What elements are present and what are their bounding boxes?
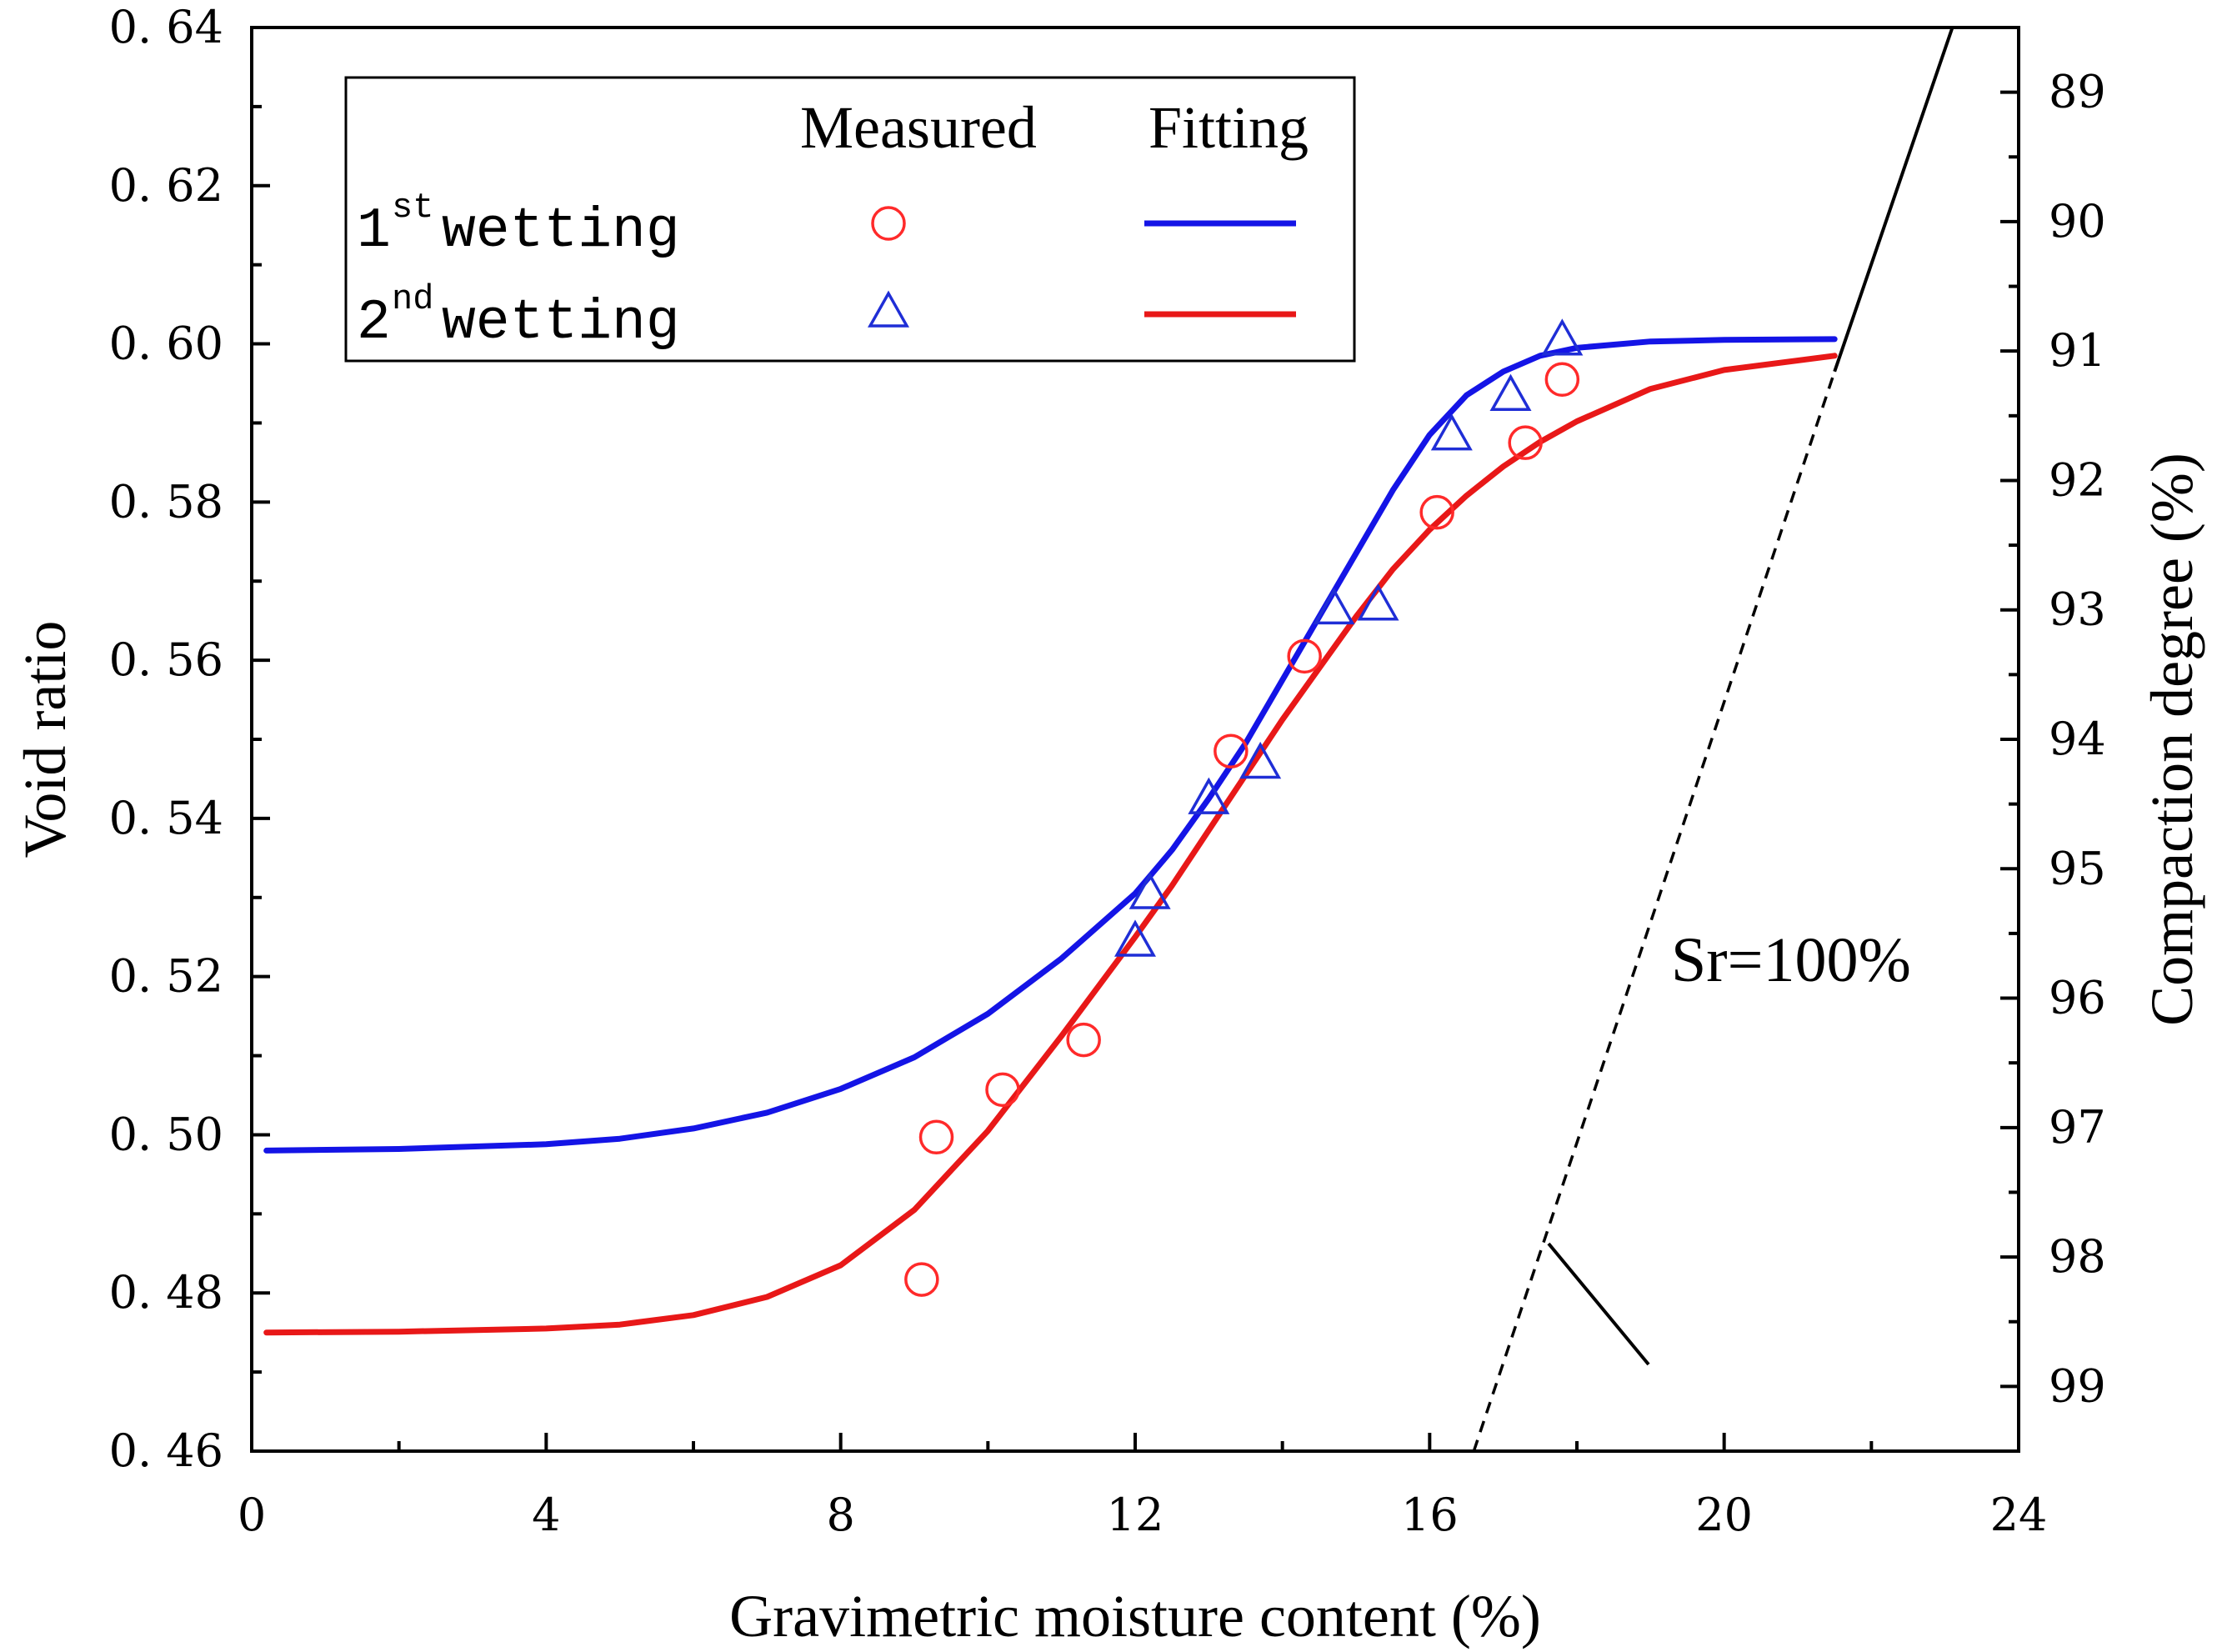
- measured-point-2nd-wetting: [1188, 777, 1230, 814]
- fit-curve-2nd-wetting: [263, 353, 1838, 1336]
- y-tick-label: 0. 56: [109, 633, 223, 686]
- y-tick-label: 0. 60: [109, 318, 223, 370]
- y-tick-label: 0. 58: [109, 475, 223, 528]
- y2-tick-label: 95: [2049, 842, 2106, 894]
- measured-point-2nd-wetting: [1357, 583, 1399, 621]
- y-tick-label: 0. 50: [109, 1108, 223, 1160]
- y2-tick-label: 92: [2049, 453, 2106, 506]
- measured-point-1st-wetting: [1214, 733, 1249, 768]
- fit-curve-1st-wetting: [263, 336, 1838, 1154]
- x-axis-title: Gravimetric moisture content (%): [729, 1583, 1541, 1649]
- y2-tick-label: 96: [2049, 972, 2106, 1024]
- measured-point-1st-wetting: [1419, 494, 1454, 530]
- x-tick-label: 4: [532, 1489, 560, 1541]
- saturation-line-dashed: [1472, 371, 1836, 1452]
- legend-row2-number: 2: [357, 291, 391, 355]
- y2-tick-label: 90: [2049, 195, 2106, 248]
- legend-header-measured: Measured: [800, 94, 1037, 161]
- measured-point-1st-wetting: [1287, 638, 1322, 674]
- y-axis-title: Void ratio: [12, 621, 78, 859]
- measured-point-1st-wetting: [1544, 362, 1580, 398]
- y-tick-label: 0. 48: [109, 1266, 223, 1319]
- saturation-line-solid: [1833, 27, 1954, 373]
- x-tick-label: 8: [826, 1489, 854, 1541]
- legend-header-fitting: Fitting: [1149, 94, 1309, 161]
- measured-point-1st-wetting: [904, 1262, 939, 1297]
- y-tick-label: 0. 54: [109, 792, 223, 844]
- measured-point-1st-wetting: [1508, 425, 1543, 460]
- x-tick-label: 0: [238, 1489, 266, 1541]
- annotation-pointer-line: [1547, 1242, 1650, 1366]
- axis-ticks: [250, 26, 2020, 1453]
- legend: Measured Fitting 1 st wetting 2 nd wetti…: [344, 76, 1356, 363]
- x-tick-label: 12: [1107, 1489, 1164, 1541]
- measured-point-1st-wetting: [918, 1119, 954, 1155]
- legend-circle-marker: [871, 206, 906, 241]
- measured-point-2nd-wetting: [1489, 373, 1532, 411]
- measured-point-2nd-wetting: [1430, 413, 1473, 451]
- y2-tick-label: 89: [2049, 66, 2106, 118]
- y2-tick-label: 94: [2049, 713, 2106, 765]
- legend-row1-number: 1: [357, 199, 391, 263]
- x-tick-label: 16: [1401, 1489, 1459, 1541]
- measured-point-2nd-wetting: [1129, 872, 1171, 909]
- legend-triangle-marker: [868, 290, 909, 328]
- saturation-line: [1472, 27, 1954, 1452]
- saturation-label: Sr=100%: [1671, 925, 1911, 995]
- legend-row1-label: wetting: [442, 199, 680, 263]
- fitting-curves: [263, 336, 1838, 1336]
- measured-point-2nd-wetting: [1313, 587, 1355, 625]
- measured-point-2nd-wetting: [1114, 919, 1156, 957]
- y-tick-label: 0. 52: [109, 950, 223, 1003]
- x-tick-label: 20: [1695, 1489, 1753, 1541]
- y2-tick-label: 93: [2049, 583, 2106, 636]
- y-tick-label: 0. 64: [109, 1, 223, 53]
- tick-labels: 0 4 8 12 16 20 240. 460. 480. 500. 520. 540. 5…: [109, 1, 2106, 1541]
- x-tick-label: 24: [1990, 1489, 2048, 1541]
- y2-tick-label: 99: [2049, 1359, 2106, 1412]
- y2-tick-label: 91: [2049, 324, 2106, 377]
- measured-markers: [904, 318, 1584, 1297]
- legend-row2-label: wetting: [442, 291, 680, 355]
- y2-tick-label: 98: [2049, 1230, 2106, 1283]
- measured-point-1st-wetting: [985, 1072, 1020, 1108]
- legend-row2-superscript: nd: [392, 279, 433, 319]
- measured-point-2nd-wetting: [1541, 318, 1584, 356]
- y2-axis-title: Compaction degree (%): [2139, 453, 2205, 1026]
- y-tick-label: 0. 62: [109, 159, 223, 212]
- legend-row1-superscript: st: [392, 188, 433, 228]
- y2-tick-label: 97: [2049, 1101, 2106, 1154]
- y-tick-label: 0. 46: [109, 1424, 223, 1477]
- measured-point-1st-wetting: [1066, 1022, 1101, 1058]
- measured-point-2nd-wetting: [1239, 741, 1282, 779]
